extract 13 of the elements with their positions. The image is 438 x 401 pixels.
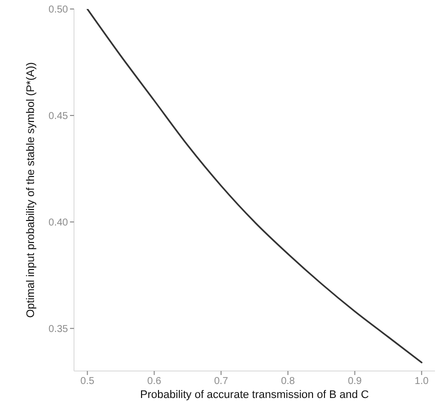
y-tick-label: 0.50 [48, 4, 68, 16]
x-tick-label: 1.0 [414, 376, 430, 388]
x-tick-label: 0.9 [348, 376, 362, 388]
x-axis-title: Probability of accurate transmission of B and C [140, 389, 369, 401]
y-axis-title: Optimal input probability of the stable symbol (P*(A)) [24, 62, 37, 318]
x-tick-label: 0.8 [280, 376, 296, 388]
y-tick-label: 0.45 [48, 111, 68, 122]
x-tick-label: 0.7 [214, 376, 228, 388]
x-tick-label: 0.5 [80, 376, 95, 388]
line-series [86, 9, 422, 364]
x-tick-label: 0.6 [147, 376, 162, 388]
y-tick-label: 0.40 [48, 217, 68, 228]
y-tick-label: 0.35 [48, 324, 68, 335]
